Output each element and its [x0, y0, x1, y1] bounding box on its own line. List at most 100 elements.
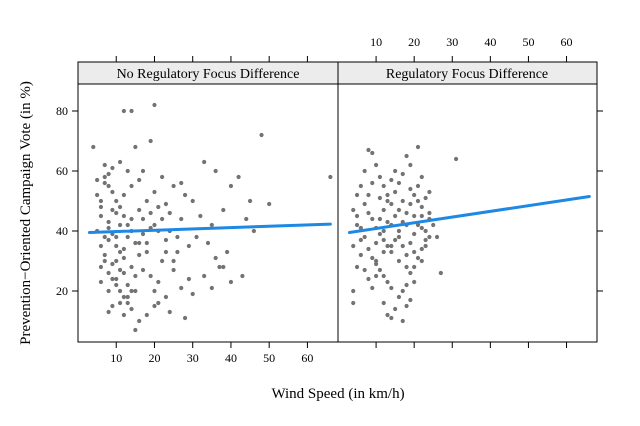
data-point: [186, 276, 191, 282]
data-point: [133, 273, 138, 279]
data-point: [385, 192, 390, 198]
x-tick-label: 10: [370, 35, 382, 49]
data-point: [415, 255, 421, 261]
data-point: [106, 270, 111, 276]
data-point: [408, 186, 413, 192]
data-point: [366, 246, 371, 252]
data-point: [381, 183, 386, 189]
data-point: [419, 246, 424, 252]
data-point: [373, 162, 379, 168]
data-point: [171, 258, 176, 264]
data-point: [381, 249, 386, 255]
data-point: [221, 264, 226, 270]
data-point: [400, 243, 405, 249]
data-point: [408, 162, 413, 168]
data-point: [393, 306, 398, 312]
data-point: [385, 198, 390, 204]
data-point: [393, 213, 398, 219]
data-point: [125, 294, 130, 300]
data-point: [114, 282, 119, 288]
data-point: [117, 159, 123, 165]
data-point: [121, 294, 126, 300]
data-point: [240, 273, 245, 279]
data-point: [121, 108, 126, 114]
data-point: [190, 291, 195, 297]
data-point: [114, 198, 119, 204]
data-point: [251, 228, 256, 234]
data-point: [217, 264, 222, 270]
data-point: [125, 222, 130, 228]
data-point: [98, 264, 104, 270]
data-point: [110, 276, 115, 282]
data-point: [373, 240, 379, 246]
data-point: [98, 198, 104, 204]
data-point: [362, 267, 367, 273]
data-point: [114, 243, 119, 249]
data-point: [140, 168, 146, 174]
data-point: [400, 171, 405, 177]
data-point: [427, 210, 432, 216]
data-point: [412, 192, 417, 198]
data-point: [431, 222, 436, 228]
data-point: [247, 198, 253, 204]
data-point: [117, 300, 123, 306]
data-point: [381, 207, 386, 213]
data-point: [385, 243, 390, 249]
data-point: [328, 174, 333, 180]
data-point: [194, 234, 199, 240]
data-point: [351, 243, 356, 249]
data-point: [225, 249, 230, 255]
data-point: [152, 303, 157, 309]
data-point: [117, 267, 123, 273]
data-point: [125, 300, 130, 306]
y-tick-label: 80: [56, 104, 68, 118]
data-point: [160, 174, 165, 180]
panel-title-right: Regulatory Focus Difference: [386, 67, 548, 82]
data-point: [160, 216, 165, 222]
data-point: [133, 144, 138, 150]
data-point: [358, 252, 363, 258]
data-point: [98, 204, 104, 210]
data-point: [129, 108, 134, 114]
data-point: [125, 168, 130, 174]
data-point: [267, 201, 272, 207]
data-point: [408, 270, 413, 276]
data-point: [419, 213, 424, 219]
data-point: [389, 201, 394, 207]
data-point: [404, 264, 409, 270]
data-point: [358, 225, 363, 231]
data-point: [412, 249, 417, 255]
y-axis-label: Prevention−Oriented Campaign Vote (in %): [18, 81, 34, 345]
data-point: [415, 144, 421, 150]
data-point: [110, 189, 115, 195]
data-point: [171, 267, 176, 273]
data-point: [373, 258, 379, 264]
x-tick-label: 30: [446, 35, 458, 49]
data-point: [179, 285, 184, 291]
data-point: [179, 180, 184, 186]
data-point: [190, 198, 195, 204]
data-point: [393, 189, 398, 195]
data-point: [102, 174, 107, 180]
data-point: [358, 237, 363, 243]
data-point: [404, 153, 409, 159]
data-point: [438, 270, 443, 276]
data-point: [102, 252, 107, 258]
data-point: [366, 210, 371, 216]
data-point: [366, 276, 371, 282]
data-point: [366, 147, 371, 153]
data-point: [102, 180, 107, 186]
data-point: [393, 168, 398, 174]
data-point: [125, 282, 130, 288]
data-point: [144, 198, 149, 204]
data-point: [102, 162, 107, 168]
data-point: [106, 288, 111, 294]
data-point: [427, 189, 432, 195]
data-point: [198, 213, 203, 219]
data-point: [148, 273, 153, 279]
data-point: [133, 327, 138, 333]
data-point: [175, 234, 180, 240]
data-point: [117, 249, 123, 255]
data-point: [91, 144, 96, 150]
data-point: [144, 240, 149, 246]
